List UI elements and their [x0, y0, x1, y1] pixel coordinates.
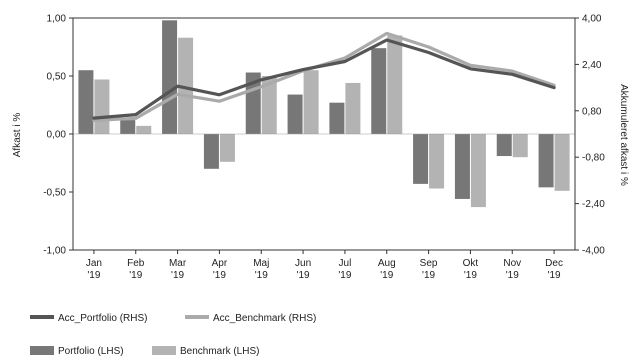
x-tick-label-month-9: Okt [463, 258, 479, 269]
x-axis: Jan'19Feb'19Mar'19Apr'19Maj'19Jun'19Jul'… [86, 250, 563, 281]
bar-benchmark-1 [136, 125, 152, 134]
left-axis-label: Afkast i % [12, 113, 23, 158]
x-tick-label-year-3: '19 [213, 270, 226, 281]
x-tick-label-year-8: '19 [422, 270, 435, 281]
left-tick-label-4: -1,00 [43, 246, 66, 257]
legend-label-acc-benchmark: Acc_Benchmark (RHS) [213, 313, 316, 324]
x-tick-label-month-11: Dec [545, 258, 563, 269]
bar-benchmark-5 [303, 70, 319, 134]
x-tick-label-month-2: Mar [169, 258, 187, 269]
bar-portfolio-9 [454, 134, 470, 199]
x-tick-label-year-9: '19 [464, 270, 477, 281]
right-axis-label: Akkumuleret afkast i % [618, 84, 629, 186]
bar-portfolio-8 [413, 134, 429, 184]
right-axis: 4,00 2,40 0,80 -0,80 -2,40 -4,00 [575, 14, 605, 257]
x-tick-label-month-4: Maj [253, 258, 269, 269]
lines-layer [92, 31, 556, 123]
bar-benchmark-6 [345, 82, 361, 134]
legend-swatch-portfolio [30, 346, 54, 355]
left-tick-label-1: 0,50 [47, 72, 67, 83]
x-tick-label-year-0: '19 [87, 270, 100, 281]
bar-portfolio-5 [287, 94, 303, 134]
x-tick-label-month-10: Nov [503, 258, 521, 269]
bar-portfolio-0 [78, 70, 94, 134]
bar-portfolio-3 [203, 134, 219, 169]
legend-swatch-benchmark [152, 346, 176, 355]
line-acc-portfolio [92, 38, 556, 120]
bar-portfolio-6 [329, 102, 345, 134]
right-tick-label-5: -4,00 [582, 246, 605, 257]
legend-swatch-acc-benchmark [185, 315, 209, 319]
left-tick-label-0: 1,00 [47, 14, 67, 25]
x-tick-label-year-10: '19 [506, 270, 519, 281]
x-tick-label-year-7: '19 [380, 270, 393, 281]
x-tick-label-year-1: '19 [129, 270, 142, 281]
x-tick-label-year-6: '19 [338, 270, 351, 281]
right-tick-label-2: 0,80 [582, 106, 602, 117]
bar-benchmark-8 [429, 134, 445, 189]
bar-benchmark-7 [387, 35, 403, 134]
bar-benchmark-10 [512, 134, 528, 158]
right-tick-label-0: 4,00 [582, 14, 602, 25]
legend-label-portfolio: Portfolio (LHS) [58, 346, 124, 357]
bar-portfolio-7 [371, 48, 387, 134]
bar-portfolio-1 [120, 120, 136, 134]
left-tick-label-2: 0,00 [47, 130, 67, 141]
x-tick-label-month-3: Apr [212, 258, 228, 269]
bar-portfolio-2 [162, 20, 178, 134]
bar-benchmark-9 [470, 134, 486, 208]
legend-label-benchmark: Benchmark (LHS) [180, 346, 259, 357]
x-tick-label-month-5: Jun [295, 258, 311, 269]
x-tick-label-year-2: '19 [171, 270, 184, 281]
x-tick-label-month-7: Aug [378, 258, 396, 269]
x-tick-label-month-8: Sep [420, 258, 438, 269]
left-axis: 1,00 0,50 0,00 -0,50 -1,00 [43, 14, 73, 257]
bar-benchmark-3 [219, 134, 235, 162]
right-tick-label-3: -0,80 [582, 153, 605, 164]
legend: Acc_Portfolio (RHS) Acc_Benchmark (RHS) … [30, 313, 316, 357]
x-tick-label-month-1: Feb [127, 258, 145, 269]
x-tick-label-year-5: '19 [297, 270, 310, 281]
x-tick-label-month-0: Jan [86, 258, 102, 269]
legend-swatch-acc-portfolio [30, 315, 54, 319]
bar-benchmark-11 [554, 134, 570, 191]
bars-layer [78, 20, 570, 208]
x-tick-label-month-6: Jul [339, 258, 352, 269]
right-tick-label-1: 2,40 [582, 60, 602, 71]
bar-benchmark-0 [94, 79, 110, 134]
bar-portfolio-11 [538, 134, 554, 188]
x-tick-label-year-4: '19 [255, 270, 268, 281]
bar-portfolio-10 [496, 134, 512, 157]
bar-benchmark-2 [178, 37, 194, 134]
left-tick-label-3: -0,50 [43, 188, 66, 199]
x-tick-label-year-11: '19 [548, 270, 561, 281]
bar-benchmark-4 [261, 76, 277, 134]
legend-label-acc-portfolio: Acc_Portfolio (RHS) [58, 313, 147, 324]
right-tick-label-4: -2,40 [582, 199, 605, 210]
